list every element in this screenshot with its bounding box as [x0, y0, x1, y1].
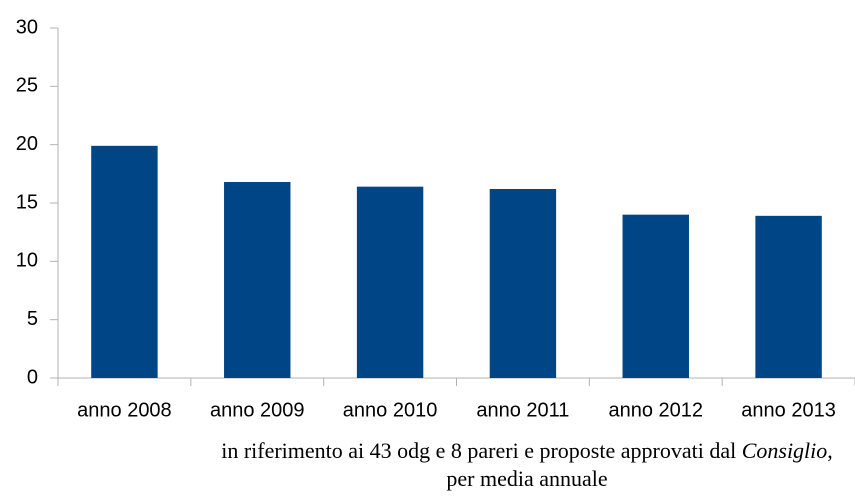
bar [224, 182, 291, 378]
y-tick-label: 5 [27, 308, 38, 330]
x-tick-label: anno 2010 [343, 399, 438, 421]
bar [489, 189, 557, 378]
caption-line-1: in riferimento ai 43 odg e 8 pareri e pr… [221, 438, 833, 463]
y-tick-label: 10 [16, 250, 38, 272]
x-tick-label: anno 2013 [741, 399, 836, 421]
x-tick-label: anno 2008 [77, 399, 172, 421]
caption-text: , [827, 438, 833, 463]
bar [755, 215, 822, 378]
y-tick-label: 15 [16, 191, 38, 213]
caption-text: in riferimento ai 43 odg e 8 pareri e pr… [221, 438, 742, 463]
bar [91, 145, 158, 378]
caption-line-2: per media annuale [446, 466, 607, 491]
x-tick-label: anno 2009 [210, 399, 305, 421]
bar [622, 214, 689, 378]
y-tick-label: 30 [16, 16, 38, 38]
y-tick-label: 20 [16, 133, 38, 155]
x-tick-label: anno 2011 [476, 399, 569, 421]
caption-italic: Consiglio [742, 438, 828, 463]
bar [356, 186, 424, 378]
y-tick-label: 25 [16, 75, 38, 97]
y-tick-label: 0 [27, 366, 38, 388]
x-tick-label: anno 2012 [608, 399, 703, 421]
